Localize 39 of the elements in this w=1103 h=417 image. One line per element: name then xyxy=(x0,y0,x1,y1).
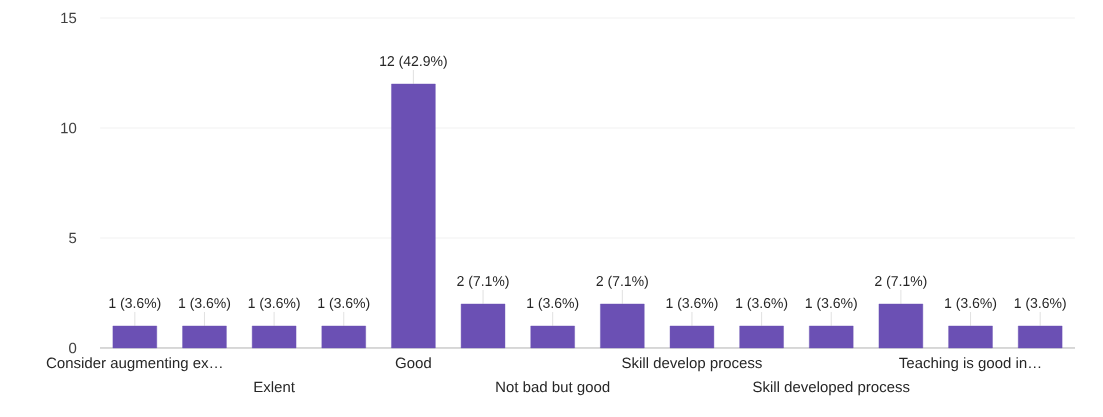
x-tick-label: Exlent xyxy=(254,381,295,393)
bar xyxy=(809,325,854,349)
data-label: 1 (3.6%) xyxy=(805,297,857,311)
x-tick-label: Consider augmenting ex… xyxy=(46,357,222,372)
bar xyxy=(530,325,575,349)
data-label: 1 (3.6%) xyxy=(248,297,300,311)
data-label: 1 (3.6%) xyxy=(109,297,161,311)
data-label: 2 (7.1%) xyxy=(457,275,509,289)
data-label: 1 (3.6%) xyxy=(1014,297,1066,311)
bar xyxy=(112,325,157,349)
x-tick-label: Skill develop process xyxy=(622,357,762,372)
bar xyxy=(1018,325,1063,349)
bar xyxy=(321,325,366,349)
data-label: 1 (3.6%) xyxy=(318,297,370,311)
bar xyxy=(182,325,227,349)
data-label: 1 (3.6%) xyxy=(945,297,997,311)
x-tick-label: Teaching is good in… xyxy=(899,357,1041,372)
x-tick-label: Skill developed process xyxy=(753,381,910,396)
bar xyxy=(739,325,784,349)
bar xyxy=(948,325,993,349)
bar xyxy=(391,83,436,349)
data-label: 2 (7.1%) xyxy=(596,275,648,289)
y-tick-label: 10 xyxy=(61,122,77,134)
data-label: 1 (3.6%) xyxy=(179,297,231,311)
x-tick-label: Good xyxy=(395,357,431,369)
data-label: 1 (3.6%) xyxy=(736,297,788,311)
data-label: 12 (42.9%) xyxy=(380,55,447,69)
bar xyxy=(251,325,297,349)
bar xyxy=(669,325,715,349)
y-tick-label: 15 xyxy=(61,12,77,24)
y-tick-label: 5 xyxy=(69,232,77,244)
y-tick-label: 0 xyxy=(69,342,77,354)
data-label: 1 (3.6%) xyxy=(666,297,718,311)
data-label: 1 (3.6%) xyxy=(527,297,579,311)
bar xyxy=(600,303,645,349)
data-label: 2 (7.1%) xyxy=(875,275,927,289)
x-tick-label: Not bad but good xyxy=(496,381,610,396)
bar xyxy=(460,303,506,349)
bar xyxy=(878,303,924,349)
